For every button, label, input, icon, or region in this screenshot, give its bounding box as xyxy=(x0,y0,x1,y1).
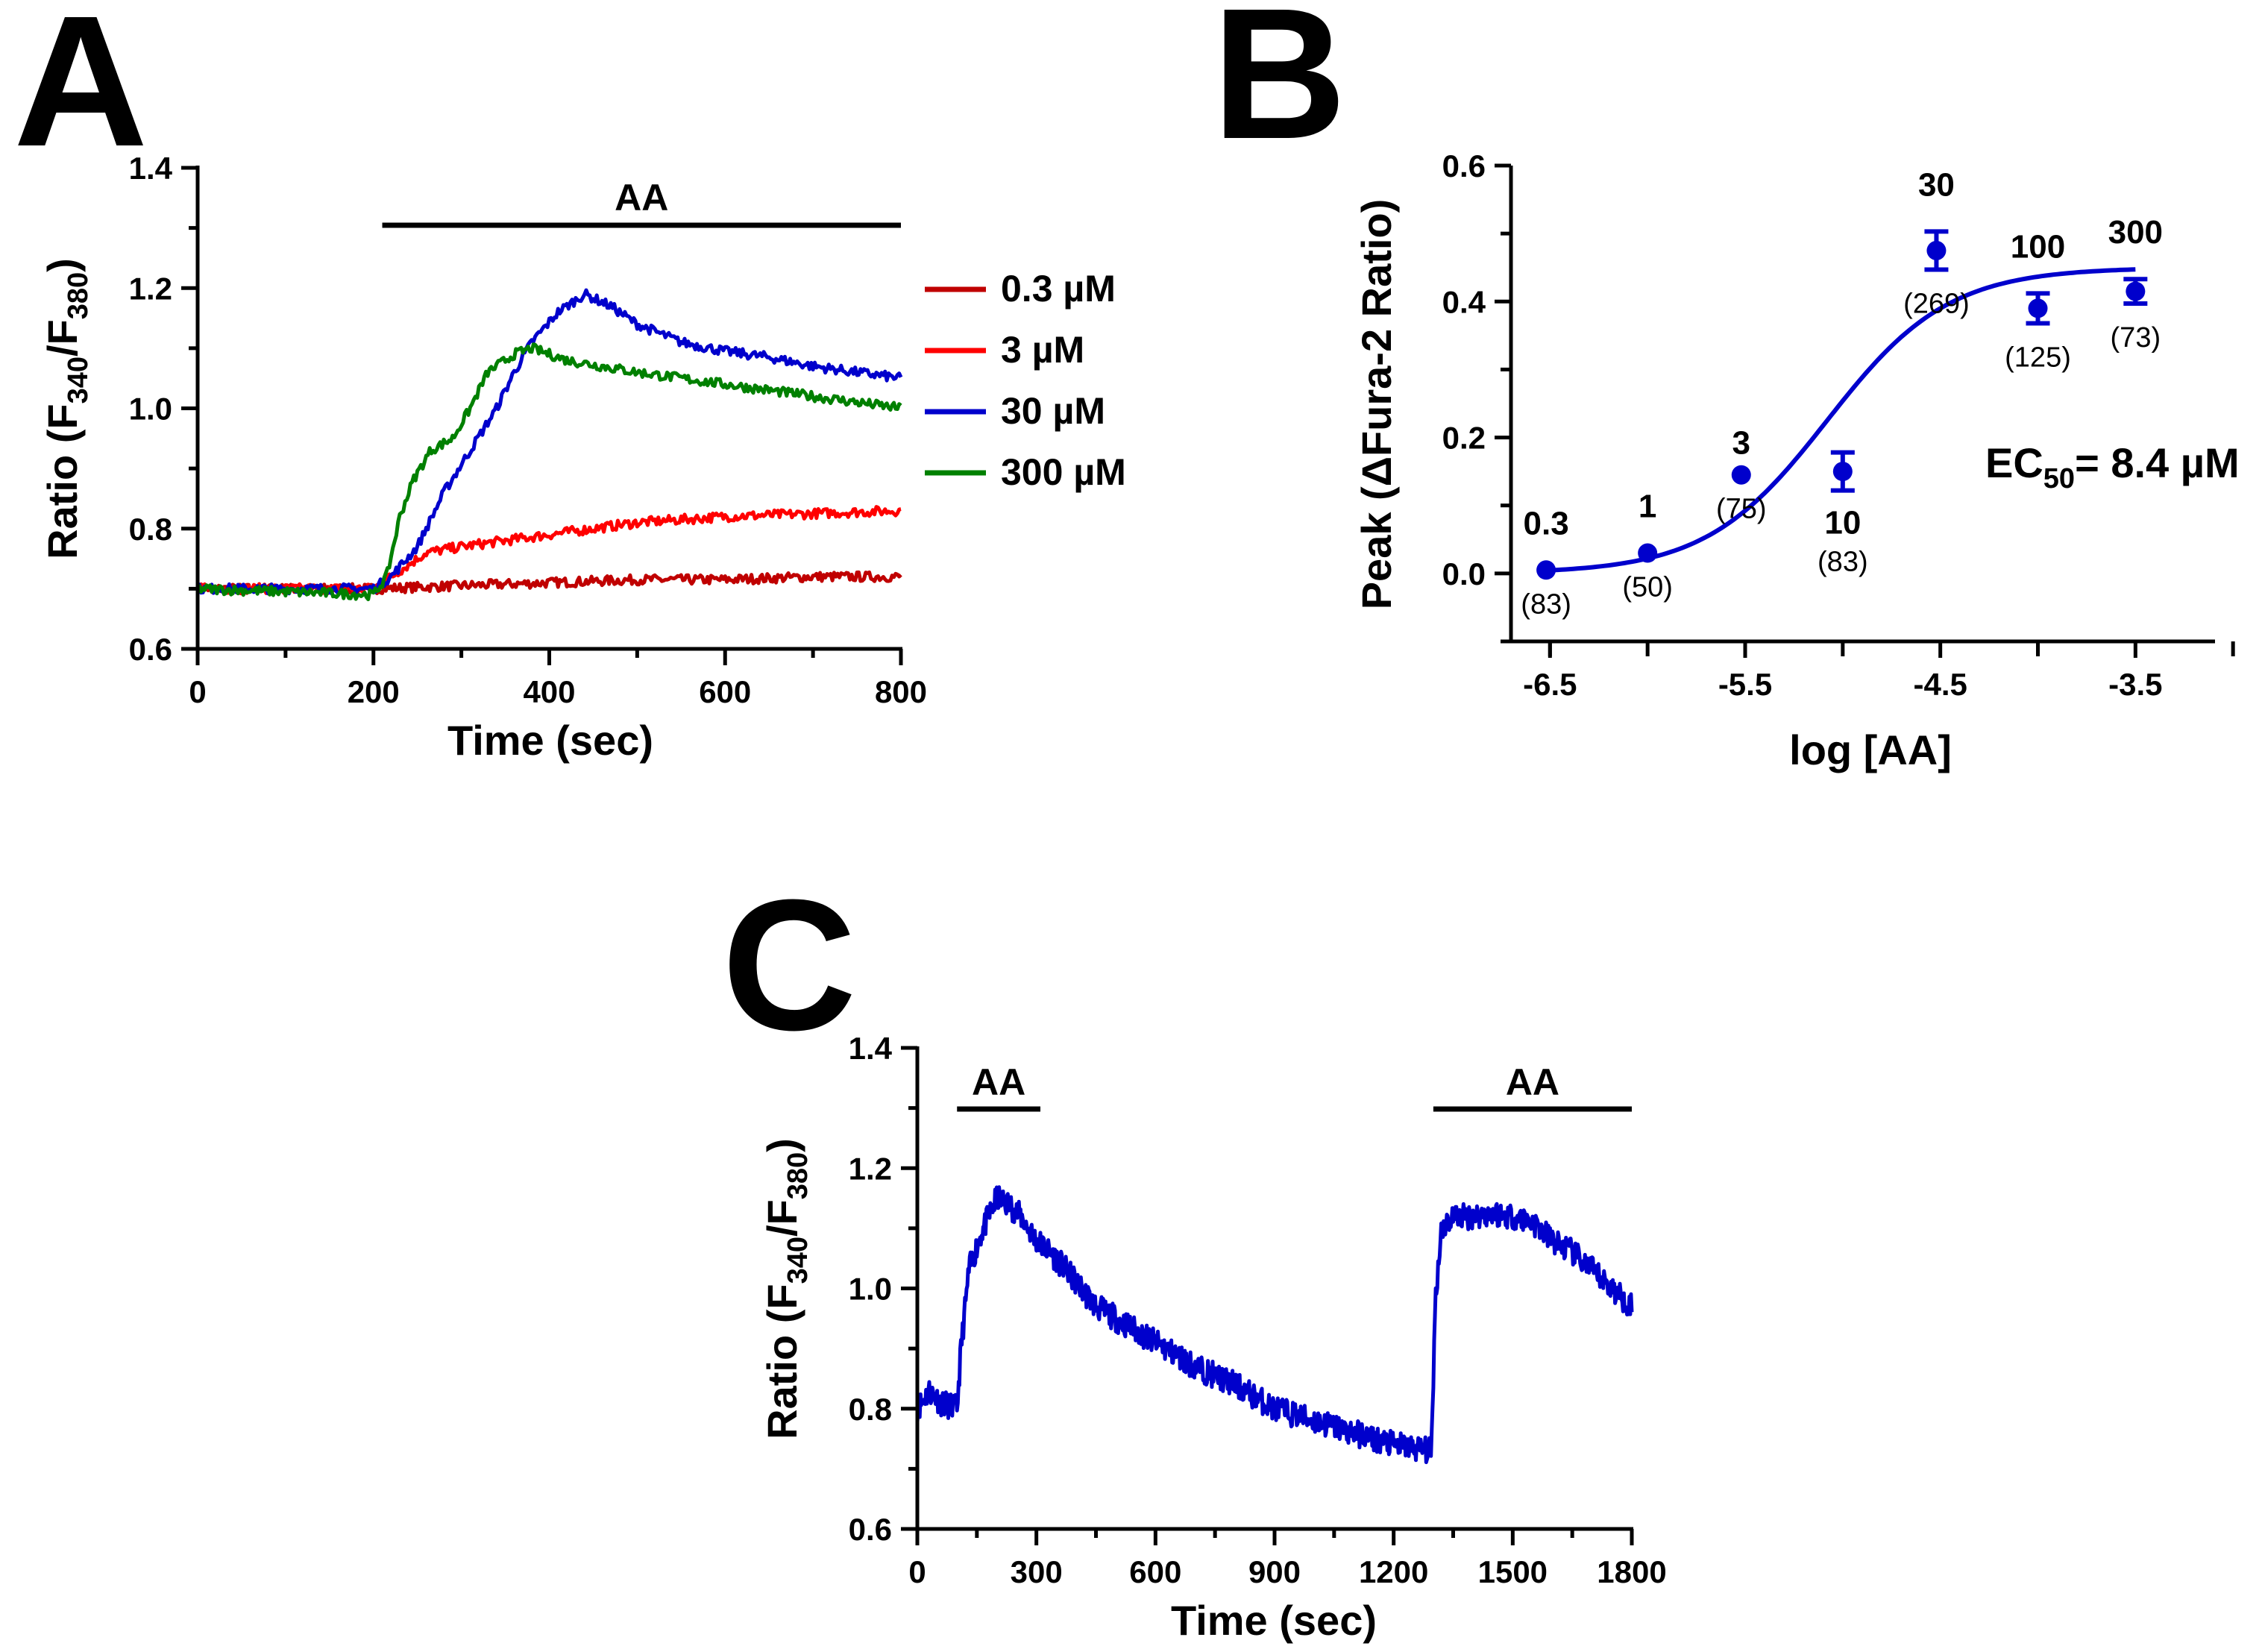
panel-a-xtick-label: 600 xyxy=(699,674,751,709)
panel-c-aa-label: AA xyxy=(972,1061,1025,1103)
legend-label: 3 µM xyxy=(1001,329,1084,371)
panel-a-xtick-label: 0 xyxy=(189,674,206,709)
panel-a-ytick-label: 1.0 xyxy=(129,392,172,427)
panel-b-xtick-label: -4.5 xyxy=(1913,667,1967,702)
panel-a-bars: AA xyxy=(382,177,901,228)
legend-label: 30 µM xyxy=(1001,390,1105,432)
panel-a-legend: 0.3 µM 3 µM 30 µM 300 µM xyxy=(925,268,1126,493)
panel-a-xtick-label: 200 xyxy=(348,674,400,709)
panel-c-ytick-label: 0.8 xyxy=(849,1392,892,1427)
panel-b-ytick-label: 0.0 xyxy=(1442,556,1486,591)
panel-c-xtick-label: 600 xyxy=(1129,1554,1181,1589)
panel-c: 0.6 0.8 1.0 1.2 1.4 0 300 600 900 1200 1500 1800 AA… xyxy=(758,1031,1667,1644)
data-point xyxy=(1536,560,1556,580)
data-point xyxy=(2126,281,2146,301)
panel-b-ytick-label: 0.4 xyxy=(1442,284,1486,319)
data-point xyxy=(2028,298,2048,318)
panel-c-ticks: 0.6 0.8 1.0 1.2 1.4 0 300 600 900 1200 1500 1800 xyxy=(849,1031,1667,1589)
trace-c xyxy=(915,1185,1634,1465)
panel-b-xtick-label: -6.5 xyxy=(1523,667,1577,702)
concentration-label: 100 xyxy=(2011,228,2065,265)
n-label: (83) xyxy=(1521,588,1571,620)
panel-a-xtick-label: 800 xyxy=(875,674,927,709)
panel-b-y-title: Peak (ΔFura-2 Ratio) xyxy=(1353,199,1400,610)
trace-3 xyxy=(196,342,902,602)
concentration-label: 1 xyxy=(1639,489,1656,525)
data-point xyxy=(1832,462,1853,482)
data-point xyxy=(1638,543,1658,563)
data-point xyxy=(1926,240,1947,260)
panel-b: 0.3 (83) 1 (50) 3 (75) 10 (83) 30 (269) 100 (125) 30… xyxy=(1353,148,2240,773)
panel-a-aa-label: AA xyxy=(615,177,668,219)
panel-a-ytick-label: 0.6 xyxy=(129,632,172,667)
legend-label: 0.3 µM xyxy=(1001,268,1116,310)
panel-b-x-title: log [AA] xyxy=(1789,726,1952,773)
panel-c-y-title: Ratio (F340/F380) xyxy=(758,1138,814,1439)
panel-c-xtick-label: 1500 xyxy=(1478,1554,1548,1589)
panel-c-ytick-label: 1.2 xyxy=(849,1151,892,1186)
panel-c-x-title: Time (sec) xyxy=(1171,1597,1377,1644)
concentration-label: 0.3 xyxy=(1524,505,1569,541)
n-label: (73) xyxy=(2111,322,2161,354)
panel-b-xtick-label: -3.5 xyxy=(2108,667,2162,702)
panel-c-ytick-label: 0.6 xyxy=(849,1512,892,1547)
panel-a-ytick-label: 0.8 xyxy=(129,512,172,547)
panel-c-aa-label: AA xyxy=(1506,1061,1559,1103)
n-label: (269) xyxy=(1903,288,1970,319)
concentration-label: 30 xyxy=(1918,166,1955,203)
panel-a: 0.6 0.8 1.0 1.2 1.4 0 200 400 600 800 AA Time (se… xyxy=(39,151,1126,764)
panel-c-xtick-label: 0 xyxy=(908,1554,926,1589)
n-label: (125) xyxy=(2005,342,2071,373)
panel-b-ec50-label: EC50= 8.4 µM xyxy=(1985,439,2240,494)
panel-a-x-title: Time (sec) xyxy=(447,717,653,764)
panel-c-xtick-label: 1200 xyxy=(1359,1554,1428,1589)
panel-a-traces xyxy=(195,288,903,602)
panel-b-points: 0.3 (83) 1 (50) 3 (75) 10 (83) 30 (269) 100 (125) 30… xyxy=(1521,166,2163,620)
n-label: (75) xyxy=(1716,494,1767,525)
data-point xyxy=(1731,465,1751,485)
panel-a-xtick-label: 400 xyxy=(523,674,575,709)
panel-c-traces xyxy=(915,1185,1634,1465)
panel-c-xtick-label: 900 xyxy=(1248,1554,1301,1589)
panel-label-c: C xyxy=(722,861,857,1069)
panel-c-ytick-label: 1.4 xyxy=(849,1031,893,1066)
panel-label-b: B xyxy=(1212,0,1347,178)
panel-c-xtick-label: 1800 xyxy=(1597,1554,1666,1589)
panel-a-y-title: Ratio (F340/F380) xyxy=(39,258,94,559)
n-label: (50) xyxy=(1622,572,1673,603)
concentration-label: 3 xyxy=(1732,425,1750,462)
panel-c-xtick-label: 300 xyxy=(1011,1554,1063,1589)
legend-label: 300 µM xyxy=(1001,451,1126,493)
panel-a-ytick-label: 1.4 xyxy=(129,151,173,186)
panel-a-ytick-label: 1.2 xyxy=(129,271,172,306)
panel-label-a: A xyxy=(13,0,148,185)
concentration-label: 300 xyxy=(2108,214,2163,251)
panel-b-ytick-label: 0.2 xyxy=(1442,421,1486,456)
trace-2 xyxy=(195,288,903,596)
panel-c-ytick-label: 1.0 xyxy=(849,1272,892,1307)
panel-a-ticks: 0.6 0.8 1.0 1.2 1.4 0 200 400 600 800 xyxy=(129,151,927,709)
panel-b-ticks: 0.0 0.2 0.4 0.6 -6.5 -5.5 -4.5 -3.5 xyxy=(1442,148,2235,702)
panel-b-xtick-label: -5.5 xyxy=(1718,667,1772,702)
concentration-label: 10 xyxy=(1824,505,1861,541)
panel-c-bars: AA AA xyxy=(957,1061,1632,1112)
n-label: (83) xyxy=(1818,547,1868,578)
panel-b-ytick-label: 0.6 xyxy=(1442,148,1486,183)
